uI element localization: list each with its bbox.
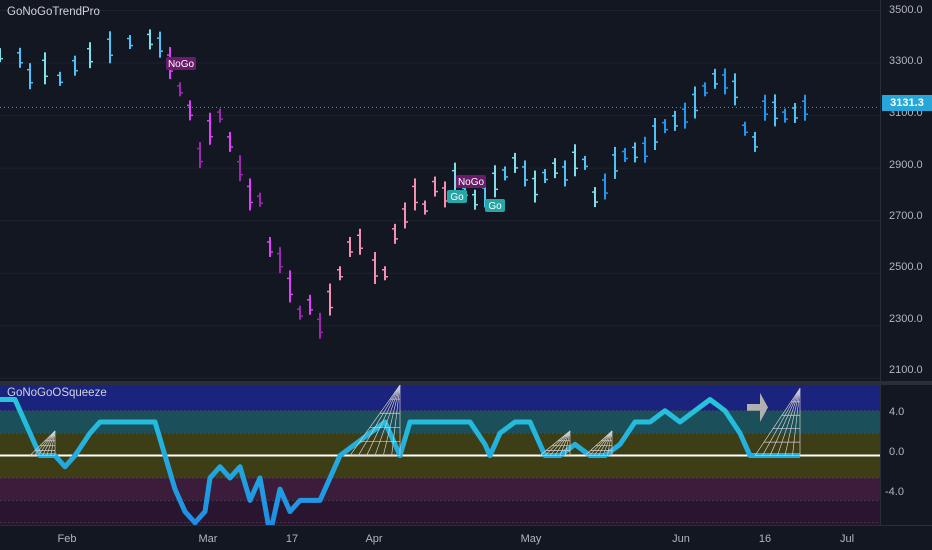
price-chart-pane[interactable]: NoGo NoGo Go Go GoNoGoTrendPro — [0, 0, 880, 381]
squeeze-mesh — [539, 430, 571, 456]
squeeze-mesh — [559, 430, 571, 456]
pane-divider[interactable] — [0, 381, 932, 385]
squeeze-mesh — [762, 388, 801, 456]
price-tick: 2900.0 — [889, 159, 923, 171]
go-label-bg — [447, 190, 467, 203]
price-tick: 3500.0 — [889, 4, 923, 16]
squeeze-mesh — [584, 430, 613, 456]
squeeze-mesh — [382, 385, 401, 456]
squeeze-mesh — [38, 430, 56, 456]
oscillator-axis[interactable]: 4.0 0.0 -4.0 — [880, 385, 932, 525]
squeeze-mesh — [769, 388, 801, 456]
squeeze-mesh — [33, 430, 56, 456]
time-tick: May — [520, 533, 542, 545]
squeeze-mesh — [391, 385, 401, 456]
squeeze-mesh — [374, 385, 401, 456]
lower-band — [0, 477, 880, 501]
nogo-label-bg — [456, 175, 486, 188]
go-label-bg — [485, 199, 505, 212]
squeeze-mesh — [777, 388, 801, 456]
squeeze-mesh — [544, 430, 571, 456]
price-tick: 2300.0 — [889, 313, 923, 325]
last-price-badge: 3131.3 — [882, 95, 932, 111]
osc-tick: 0.0 — [889, 446, 905, 458]
nogo-label: NoGo — [168, 59, 195, 70]
bottom-band — [0, 500, 880, 525]
arrow-right-icon — [747, 392, 768, 422]
price-tick: 3300.0 — [889, 55, 923, 67]
time-tick: Mar — [198, 533, 218, 545]
nogo-label-bg — [166, 57, 196, 70]
price-tick: 2500.0 — [889, 261, 923, 273]
squeeze-mesh — [349, 385, 401, 456]
squeeze-mesh — [549, 430, 571, 456]
time-axis[interactable]: Feb Mar 17 Apr May Jun 16 Jul — [0, 525, 932, 550]
squeeze-mesh — [358, 385, 401, 456]
squeeze-mesh — [589, 430, 613, 456]
time-tick: Jun — [672, 533, 690, 545]
oscillator-pane[interactable]: GoNoGoOSqueeze — [0, 385, 880, 525]
squeeze-mesh — [554, 430, 571, 456]
oscillator-chart[interactable] — [0, 385, 880, 525]
osc-tick: 4.0 — [889, 406, 905, 418]
trend-indicator-name[interactable]: GoNoGoTrendPro — [7, 6, 100, 18]
squeeze-mesh — [607, 430, 613, 456]
squeeze-mesh — [784, 388, 801, 456]
price-tick: 2100.0 — [889, 364, 923, 376]
squeeze-mesh — [366, 385, 401, 456]
time-tick: Jul — [839, 533, 855, 545]
time-tick: 17 — [285, 533, 299, 545]
go-label: Go — [488, 201, 502, 212]
squeeze-mesh — [602, 430, 613, 456]
squeeze-mesh — [46, 430, 56, 456]
squeeze-mesh — [593, 430, 613, 456]
squeeze-mesh — [564, 430, 571, 456]
oscillator-line — [0, 397, 800, 525]
squeeze-mesh — [598, 430, 613, 456]
squeeze-mesh — [754, 388, 801, 456]
price-axis[interactable]: 3500.0 3300.0 3100.0 2900.0 2700.0 2500.… — [880, 0, 932, 381]
oscillator-indicator-name[interactable]: GoNoGoOSqueeze — [7, 387, 107, 399]
nogo-label: NoGo — [458, 177, 485, 188]
price-chart[interactable]: NoGo NoGo Go Go — [0, 0, 880, 381]
osc-tick: -4.0 — [885, 486, 904, 498]
squeeze-mesh — [29, 430, 56, 456]
squeeze-mesh — [50, 430, 56, 456]
price-tick: 2700.0 — [889, 210, 923, 222]
time-tick: Apr — [365, 533, 383, 545]
squeeze-mesh — [792, 388, 801, 456]
squeeze-mesh — [42, 430, 56, 456]
top-band — [0, 385, 880, 411]
time-tick: Feb — [57, 533, 77, 545]
time-tick: 16 — [758, 533, 772, 545]
go-label: Go — [450, 192, 464, 203]
